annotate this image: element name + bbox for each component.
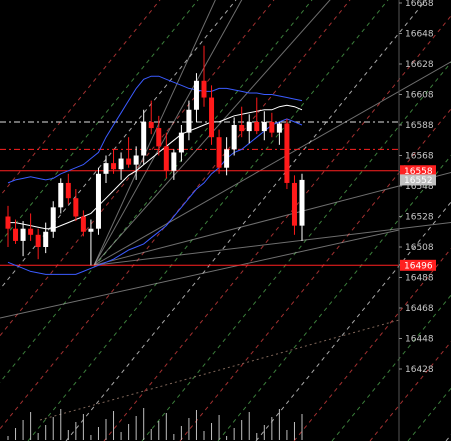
candle-body [103,163,109,174]
fan-line [0,0,161,197]
price-tick-label: 16468 [405,304,434,314]
candle-body [28,228,34,235]
candle-body [193,80,199,110]
indicator-lines [7,75,303,275]
candle-body [299,179,305,226]
candle-body [201,80,207,98]
candle-body [276,123,282,133]
price-marker-label: 16552 [404,176,433,186]
candle-body [88,228,94,232]
candle-body [246,121,252,132]
fan-ray [93,0,216,266]
bollinger-upper-line [7,75,303,184]
candle-body [133,155,139,165]
bollinger-middle-line [8,104,303,230]
candle-body [43,231,49,247]
price-tick-label: 16668 [405,0,434,9]
candle-body [95,173,101,229]
fan-line [27,0,389,441]
fan-ray [93,61,451,266]
fan-line [0,0,275,337]
fan-ray [93,171,451,266]
horizontal-levels [0,121,399,266]
price-tick-label: 16548 [405,182,434,192]
candle-body [261,121,267,132]
fan-ray [93,221,451,266]
price-marker-box [400,174,436,186]
candle-body [216,137,222,168]
candle-body [148,121,154,129]
candle-body [20,228,26,241]
candle-body [239,125,245,132]
price-marker-box [400,259,436,271]
candle-body [73,198,79,217]
price-tick-label: 16448 [405,335,434,345]
price-marker-label: 16558 [404,167,433,177]
candle-body [65,182,71,199]
price-tick-label: 16608 [405,91,434,101]
bollinger-lower-line [7,118,303,275]
fan-line [141,61,451,441]
fan-line [0,0,237,290]
price-axis: 16668 16648 16628 16608 16588 16568 16548 16528… [399,0,434,375]
candle-body [111,163,117,170]
candle-body [284,123,290,183]
channel-line [39,319,400,421]
fan-line [0,0,313,383]
candle-body [224,149,230,168]
channel-line [0,229,400,319]
price-tick-label: 16488 [405,274,434,284]
price-tick-label: 16528 [405,213,434,223]
fan-ray [93,0,243,266]
candle-body [171,152,177,171]
candle-body [50,207,56,232]
candle-body [291,182,297,226]
price-tick-label: 16648 [405,30,434,40]
candle-body [269,121,275,133]
price-tick-label: 16568 [405,152,434,162]
fan-line [103,15,451,441]
price-tick-label: 16428 [405,365,434,375]
candle-body [80,216,86,232]
fan-line [65,0,427,441]
candle-body [13,228,19,241]
candle-body [58,182,64,208]
price-tick-label: 16588 [405,121,434,131]
candle-body [156,128,162,147]
candle-body [163,146,169,171]
candlesticks [5,45,305,266]
candle-body [141,121,147,156]
candle-body [118,158,124,170]
fan-ray [93,0,331,266]
candle-body [5,216,11,229]
candle-body [209,97,215,138]
fan-line [0,0,351,430]
volume-bars [7,408,303,440]
candle-body [254,121,260,132]
price-tick-label: 16628 [405,60,434,70]
candle-body [126,158,132,165]
candle-body [231,125,237,150]
price-marker-label: 16496 [404,261,433,271]
price-marker-box [400,165,436,177]
candle-body [186,109,192,133]
price-tick-label: 16508 [405,243,434,253]
fan-line [0,0,199,244]
candle-body [35,234,41,247]
candle-body [178,132,184,153]
